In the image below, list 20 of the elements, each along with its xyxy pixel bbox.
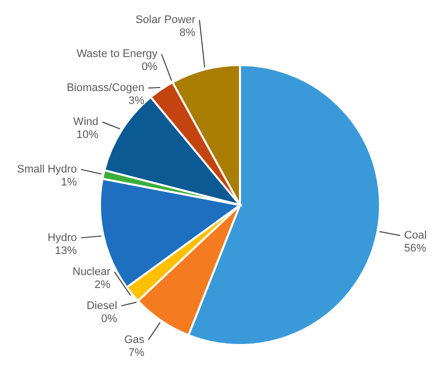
- slice-label: Solar Power: [136, 14, 196, 26]
- legend-label: Diesel: [86, 300, 118, 312]
- data-label: 1%: [61, 176, 78, 188]
- slice-label: Small Hydro: [17, 163, 77, 176]
- slice-label: Hydro: [48, 232, 77, 244]
- text: 0%: [142, 61, 158, 73]
- slice-label: Wind: [73, 116, 98, 128]
- data-label: 7%: [128, 346, 145, 359]
- slice-label: Nuclear: [72, 266, 111, 278]
- data-label: 56%: [404, 242, 426, 255]
- slice-label: Coal: [404, 230, 427, 242]
- data-label: 10%: [76, 129, 99, 141]
- slice-label: Biomass/Cogen: [66, 82, 144, 94]
- data-label: 13%: [54, 244, 78, 257]
- data-label: 8%: [180, 27, 196, 39]
- category-label: Waste to Energy: [76, 48, 158, 60]
- data-label: 2%: [94, 278, 111, 291]
- slice-label: Gas: [124, 334, 145, 346]
- text: 0%: [101, 312, 118, 325]
- data-label: 3%: [128, 95, 145, 107]
